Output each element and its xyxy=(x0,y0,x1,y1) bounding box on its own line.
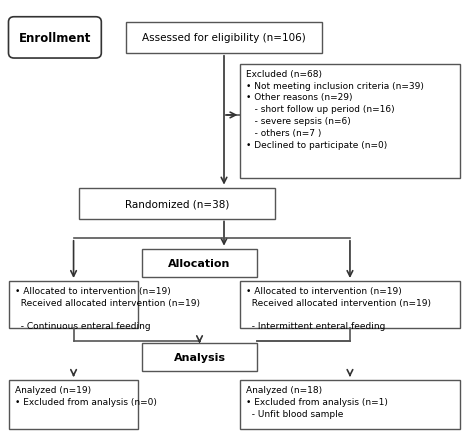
Bar xyxy=(79,188,275,219)
Bar xyxy=(126,23,322,54)
Text: Analyzed (n=18)
• Excluded from analysis (n=1)
  - Unfit blood sample: Analyzed (n=18) • Excluded from analysis… xyxy=(246,385,388,418)
Text: Analyzed (n=19)
• Excluded from analysis (n=0): Analyzed (n=19) • Excluded from analysis… xyxy=(15,385,157,406)
Text: • Allocated to intervention (n=19)
  Received allocated intervention (n=19)

  -: • Allocated to intervention (n=19) Recei… xyxy=(246,286,431,331)
Bar xyxy=(142,343,257,371)
Bar xyxy=(10,380,138,429)
FancyBboxPatch shape xyxy=(9,18,101,59)
Text: Excluded (n=68)
• Not meeting inclusion criteria (n=39)
• Other reasons (n=29)
 : Excluded (n=68) • Not meeting inclusion … xyxy=(246,70,424,149)
Text: Allocation: Allocation xyxy=(169,258,231,268)
Text: • Allocated to intervention (n=19)
  Received allocated intervention (n=19)

  -: • Allocated to intervention (n=19) Recei… xyxy=(15,286,200,331)
Bar xyxy=(240,281,459,328)
Text: Assessed for eligibility (n=106): Assessed for eligibility (n=106) xyxy=(142,33,306,43)
Text: Enrollment: Enrollment xyxy=(19,32,91,45)
Bar xyxy=(142,249,257,277)
Text: Analysis: Analysis xyxy=(174,353,226,362)
Text: Randomized (n=38): Randomized (n=38) xyxy=(125,198,229,208)
Bar xyxy=(240,380,459,429)
Bar xyxy=(10,281,138,328)
Bar xyxy=(240,64,459,178)
